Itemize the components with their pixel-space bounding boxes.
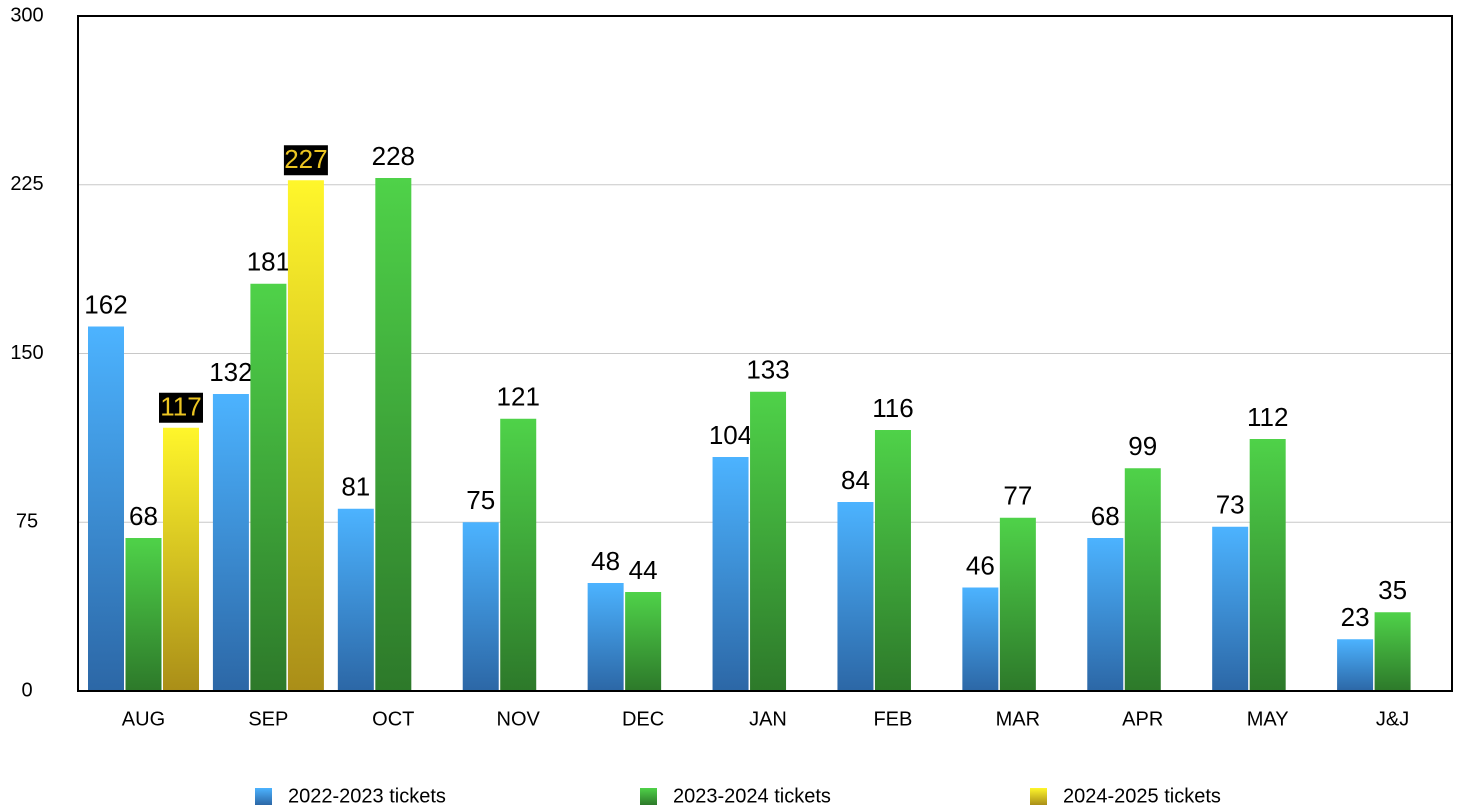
value-label: 117: [160, 392, 201, 422]
value-label: 84: [841, 465, 870, 495]
value-label: 181: [247, 247, 290, 277]
legend-label: 2024-2025 tickets: [1063, 785, 1221, 807]
y-tick-label: 150: [10, 342, 43, 364]
bar: [287, 180, 324, 691]
value-label: 23: [1341, 602, 1370, 632]
x-tick-label: APR: [1122, 708, 1163, 730]
value-label: 133: [746, 355, 789, 385]
bar: [462, 522, 499, 691]
value-label-bg: [159, 392, 203, 423]
x-tick-label: OCT: [372, 708, 414, 730]
value-label: 99: [1128, 431, 1157, 461]
bar: [625, 592, 662, 691]
value-label: 162: [84, 289, 127, 319]
bar: [1124, 468, 1161, 691]
x-tick-label: J&J: [1376, 708, 1409, 730]
value-label: 35: [1378, 575, 1407, 605]
legend-swatch: [640, 788, 657, 805]
bar: [163, 427, 199, 691]
x-tick-label: JAN: [749, 708, 787, 730]
legend-label: 2022-2023 tickets: [288, 785, 446, 807]
y-tick-label: 0: [21, 679, 32, 701]
value-label: 112: [1247, 402, 1288, 432]
legend-label: 2023-2024 tickets: [673, 785, 831, 807]
bar: [212, 394, 249, 691]
bar: [125, 538, 162, 691]
bar: [250, 283, 287, 691]
bar: [375, 178, 412, 691]
bar: [587, 583, 624, 691]
bar: [1249, 439, 1286, 691]
value-label: 46: [966, 550, 995, 580]
bar: [337, 508, 374, 691]
legend-swatch: [1030, 788, 1047, 805]
bar: [874, 430, 911, 691]
legend-swatch: [255, 788, 272, 805]
value-label: 48: [591, 546, 620, 576]
bar: [1374, 612, 1411, 691]
x-tick-label: NOV: [497, 708, 541, 730]
value-label: 116: [872, 393, 913, 423]
bar: [88, 326, 124, 691]
x-tick-label: MAY: [1247, 708, 1289, 730]
y-tick-label: 300: [10, 4, 43, 26]
bar: [1212, 526, 1249, 691]
value-label: 228: [372, 141, 415, 171]
value-label: 132: [209, 357, 252, 387]
value-label: 68: [1091, 501, 1120, 531]
x-tick-label: FEB: [873, 708, 912, 730]
x-tick-label: AUG: [122, 708, 165, 730]
bar: [750, 391, 787, 691]
value-label: 68: [129, 501, 158, 531]
bar: [837, 502, 874, 691]
value-label: 77: [1003, 481, 1032, 511]
y-tick-label: 75: [16, 511, 38, 533]
bar: [1337, 639, 1374, 691]
x-tick-label: MAR: [996, 708, 1040, 730]
value-label: 75: [466, 485, 495, 515]
value-label: 227: [284, 144, 327, 174]
plot-border: [77, 15, 1453, 692]
bar: [1087, 538, 1124, 691]
x-tick-label: SEP: [248, 708, 288, 730]
value-label: 73: [1216, 490, 1245, 520]
value-label: 104: [709, 420, 752, 450]
value-label: 81: [341, 472, 370, 502]
x-tick-label: DEC: [622, 708, 664, 730]
value-label: 121: [497, 382, 540, 412]
y-tick-label: 225: [10, 173, 43, 195]
value-label-bg: [283, 145, 328, 176]
bar: [712, 457, 749, 691]
bar: [500, 418, 537, 691]
bar: [962, 587, 999, 691]
value-label: 44: [629, 555, 658, 585]
bar: [999, 517, 1036, 691]
